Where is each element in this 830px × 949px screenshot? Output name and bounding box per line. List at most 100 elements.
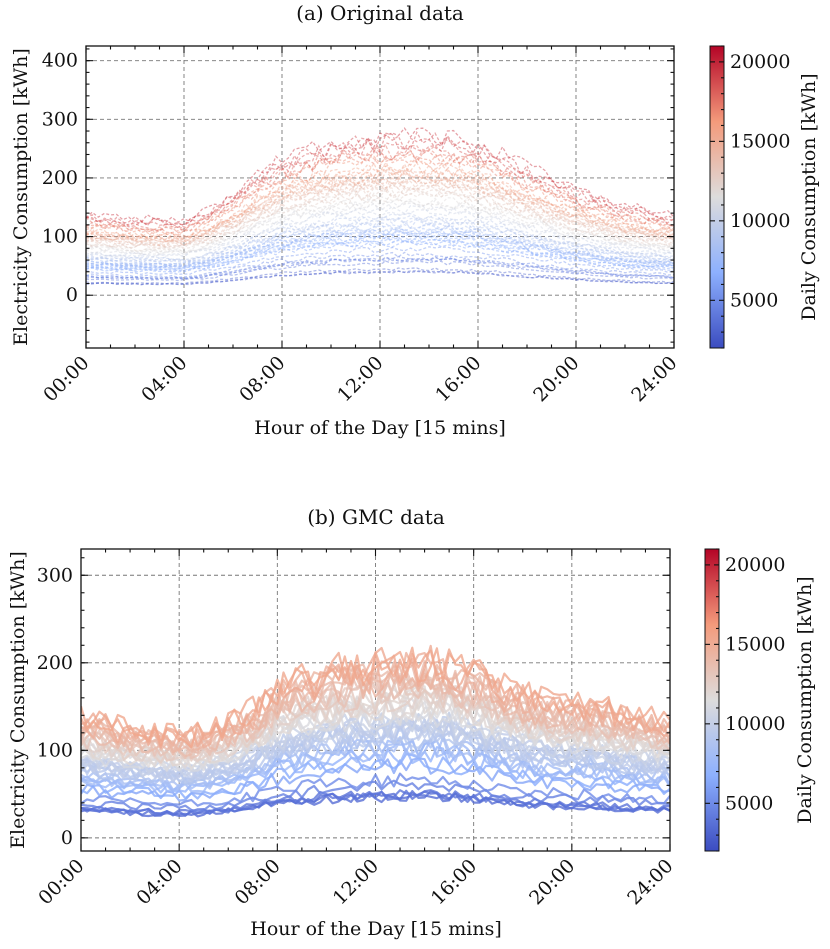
series-line: [86, 179, 674, 247]
series-line: [86, 178, 674, 247]
series-line: [86, 228, 674, 269]
series-line: [86, 239, 674, 273]
series-line: [86, 267, 674, 285]
series-line: [81, 789, 670, 817]
series-line: [86, 218, 674, 262]
chart-b: (b) GMC data 00:00 04:00 08:00 12:00 16:00 20…: [7, 505, 816, 940]
series-line: [86, 237, 674, 272]
series-line: [86, 189, 674, 252]
series-line: [86, 180, 674, 248]
series-line: [86, 228, 674, 268]
series-line: [86, 175, 674, 243]
series-line: [81, 648, 670, 743]
x-tick-label: 24:00: [627, 352, 681, 406]
series-line: [86, 162, 674, 240]
y-tick-label: 200: [42, 167, 78, 189]
series-line: [86, 200, 674, 256]
x-tick-label: 20:00: [529, 352, 583, 406]
x-tick-label: 00:00: [39, 352, 93, 406]
y-tick-label: 300: [42, 108, 78, 130]
series-line: [86, 240, 674, 273]
series-line: [81, 732, 670, 788]
series-line: [81, 661, 670, 754]
chart-a-colorbar-scale: [709, 45, 725, 349]
series-line: [86, 169, 674, 242]
series-line: [86, 183, 674, 248]
chart-a-ylabel: Electricity Consumption [kWh]: [10, 48, 32, 346]
series-line: [81, 646, 670, 749]
series-line: [86, 270, 674, 286]
series-line: [86, 235, 674, 272]
x-tick-label: 16:00: [431, 352, 485, 406]
series-line: [86, 134, 674, 229]
y-tick-label: 100: [37, 739, 73, 761]
colorbar-tick-label: 10000: [725, 713, 785, 735]
series-line: [86, 130, 674, 226]
chart-b-colorbar-label: Daily Consumption [kWh]: [794, 576, 816, 823]
colorbar-tick-label: 15000: [725, 633, 785, 655]
chart-b-ylabel: Electricity Consumption [kWh]: [7, 551, 29, 849]
x-tick-label: 20:00: [525, 855, 579, 909]
series-line: [86, 234, 674, 270]
series-line: [86, 204, 674, 259]
series-line: [86, 160, 674, 240]
series-line: [81, 789, 670, 816]
series-line: [86, 222, 674, 265]
x-tick-label: 04:00: [132, 855, 186, 909]
colorbar-tick-label: 5000: [725, 792, 773, 814]
series-line: [86, 206, 674, 258]
series-line: [86, 175, 674, 243]
chart-a: (a) Original data 00:00 04:00 08:00 12:00 16…: [10, 1, 820, 439]
x-tick-label: 04:00: [137, 352, 191, 406]
series-line: [86, 270, 674, 286]
chart-b-colorbar: 5000 10000 15000 20000 Daily Consumption [k…: [704, 548, 816, 852]
series-line: [86, 186, 674, 250]
chart-b-colorbar-scale: [704, 548, 720, 852]
series-line: [86, 230, 674, 268]
series-line: [86, 196, 674, 253]
chart-a-grid: [86, 46, 674, 348]
series-line: [86, 232, 674, 270]
series-line: [86, 255, 674, 280]
series-line: [86, 151, 674, 235]
series-line: [86, 176, 674, 247]
chart-b-xlabel: Hour of the Day [15 mins]: [250, 918, 502, 940]
series-line: [86, 138, 674, 229]
series-line: [86, 160, 674, 240]
series-line: [86, 147, 674, 234]
series-line: [86, 127, 674, 224]
chart-b-title: (b) GMC data: [307, 505, 445, 529]
series-line: [86, 227, 674, 268]
series-line: [81, 772, 670, 807]
series-line: [86, 199, 674, 256]
x-tick-label: 08:00: [235, 352, 289, 406]
series-line: [86, 212, 674, 261]
colorbar-tick-label: 15000: [730, 130, 790, 152]
series-line: [81, 679, 670, 764]
x-tick-label: 24:00: [623, 855, 677, 909]
y-tick-label: 200: [37, 652, 73, 674]
series-line: [86, 169, 674, 243]
y-tick-label: 300: [37, 564, 73, 586]
series-line: [86, 230, 674, 268]
series-line: [81, 757, 670, 802]
colorbar-tick-label: 5000: [730, 289, 778, 311]
chart-b-series: [81, 644, 670, 818]
x-tick-label: 08:00: [231, 855, 285, 909]
series-line: [86, 227, 674, 267]
series-line: [86, 251, 674, 278]
chart-a-colorbar-label: Daily Consumption [kWh]: [798, 73, 820, 320]
series-line: [81, 719, 670, 783]
y-tick-label: 0: [66, 284, 78, 306]
x-tick-label: 00:00: [34, 855, 88, 909]
chart-a-series: [86, 127, 674, 286]
series-line: [86, 260, 674, 282]
colorbar-tick-label: 20000: [725, 554, 785, 576]
series-line: [86, 168, 674, 243]
chart-a-title: (a) Original data: [296, 1, 464, 25]
chart-a-colorbar: 5000 10000 15000 20000 Daily Consumption [k…: [709, 45, 820, 349]
series-line: [86, 144, 674, 233]
series-line: [86, 219, 674, 264]
series-line: [86, 214, 674, 263]
